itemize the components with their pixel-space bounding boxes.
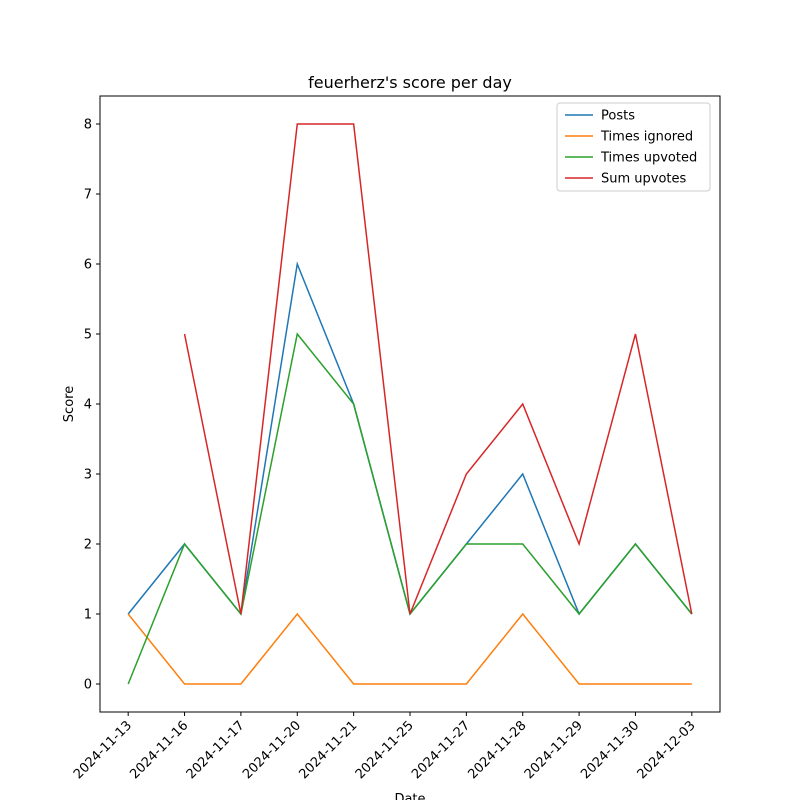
- y-tick-label: 7: [84, 188, 92, 203]
- x-tick-label: 2024-11-30: [578, 718, 642, 782]
- x-tick-label: 2024-11-21: [296, 718, 360, 782]
- legend-label: Times upvoted: [600, 151, 697, 166]
- y-tick-label: 2: [84, 538, 92, 553]
- y-tick-label: 0: [84, 678, 92, 693]
- y-tick-label: 4: [84, 398, 92, 413]
- x-tick-label: 2024-11-29: [522, 718, 586, 782]
- x-tick-label: 2024-12-03: [635, 718, 699, 782]
- y-tick-label: 3: [84, 468, 92, 483]
- x-tick-label: 2024-11-16: [127, 718, 191, 782]
- series-line: [183, 123, 693, 615]
- legend-label: Posts: [601, 109, 635, 124]
- y-tick-label: 8: [84, 118, 92, 133]
- legend-label: Times ignored: [600, 130, 693, 145]
- series-line: [127, 332, 693, 685]
- y-tick-label: 5: [84, 328, 92, 343]
- x-tick-label: 2024-11-20: [240, 718, 304, 782]
- legend-label: Sum upvotes: [601, 172, 687, 187]
- y-axis-label: Score: [62, 386, 77, 422]
- x-tick-label: 2024-11-17: [184, 718, 248, 782]
- legend-box: [556, 102, 711, 192]
- series-line: [127, 612, 692, 685]
- x-tick-label: 2024-11-27: [409, 718, 473, 782]
- x-tick-label: 2024-11-28: [466, 718, 530, 782]
- x-tick-label: 2024-11-25: [353, 718, 417, 782]
- y-tick-label: 1: [84, 608, 92, 623]
- chart-title: feuerherz's score per day: [308, 73, 512, 92]
- x-tick-label: 2024-11-13: [71, 718, 135, 782]
- y-tick-label: 6: [84, 258, 92, 273]
- x-axis-label: Date: [394, 792, 425, 800]
